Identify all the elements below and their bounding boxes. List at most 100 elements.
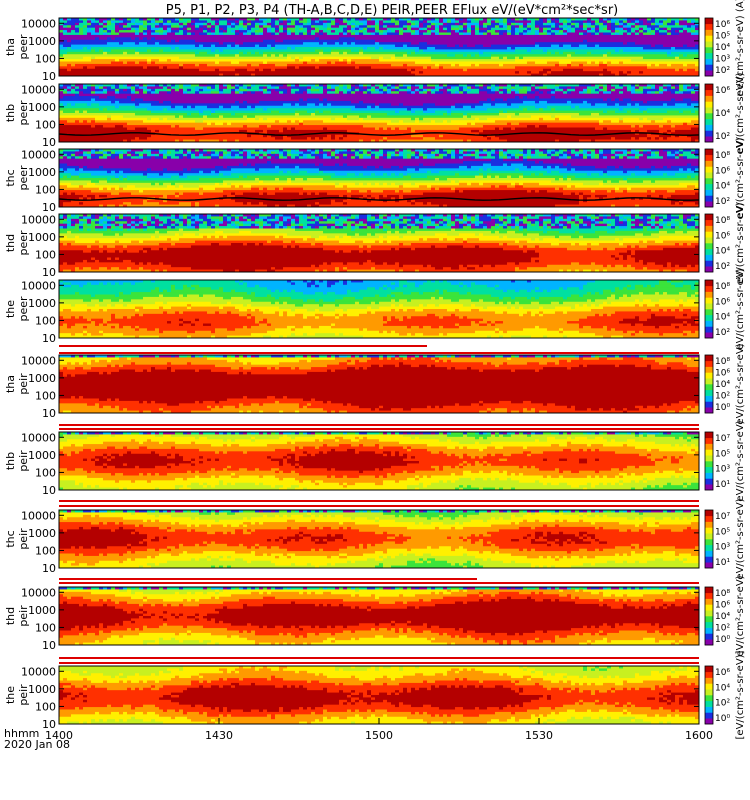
spectrogram-cell (487, 30, 491, 33)
spectrogram-cell (423, 35, 427, 38)
spectrogram-cell (463, 28, 467, 31)
spectrogram-cell (343, 20, 347, 23)
spectrogram-cell (123, 33, 127, 36)
spectrogram-cell (203, 57, 207, 60)
spectrogram-cell (259, 52, 263, 55)
spectrogram-cell (407, 59, 411, 62)
spectrogram-cell (227, 25, 231, 28)
spectrogram-cell (151, 71, 155, 74)
spectrogram-cell (447, 71, 451, 74)
spectrogram-cell (179, 69, 183, 72)
spectrogram-cell (287, 35, 291, 38)
spectrogram-cell (359, 40, 363, 43)
spectrogram-cell (255, 45, 259, 48)
spectrogram-cell (59, 33, 63, 36)
spectrogram-cell (131, 54, 135, 57)
spectrogram-cell (431, 47, 435, 50)
spectrogram-cell (239, 30, 243, 33)
spectrogram-cell (331, 20, 335, 23)
spectrogram-cell (271, 37, 275, 40)
spectrogram-cell (475, 33, 479, 36)
spectrogram-cell (479, 20, 483, 23)
spectrogram-cell (135, 35, 139, 38)
spectrogram-cell (203, 64, 207, 67)
spectrogram-cell (483, 57, 487, 60)
spectrogram-cell (123, 25, 127, 28)
spectrogram-cell (367, 62, 371, 65)
spectrogram-cell (375, 25, 379, 28)
spectrogram-cell (235, 64, 239, 67)
spectrogram-cell (119, 33, 123, 36)
spectrogram-cell (287, 33, 291, 36)
spectrogram-cell (455, 42, 459, 45)
spectrogram-cell (583, 52, 587, 55)
spectrogram-cell (159, 25, 163, 28)
spectrogram-cell (223, 35, 227, 38)
spectrogram-cell (383, 20, 387, 23)
spectrogram-cell (167, 40, 171, 43)
spectrogram-cell (463, 54, 467, 57)
spectrogram-cell (307, 52, 311, 55)
spectrogram-cell (115, 62, 119, 65)
spectrogram-cell (451, 49, 455, 52)
spectrogram-cell (263, 30, 267, 33)
spectrogram-cell (195, 49, 199, 52)
spectrogram-cell (379, 59, 383, 62)
spectrogram-cell (539, 42, 543, 45)
spectrogram-cell (567, 47, 571, 50)
spectrogram-cell (419, 71, 423, 74)
spectrogram-cell (419, 28, 423, 31)
spectrogram-cell (83, 52, 87, 55)
spectrogram-cell (91, 57, 95, 60)
spectrogram-cell (83, 64, 87, 67)
spectrogram-cell (67, 40, 71, 43)
spectrogram-cell (607, 57, 611, 60)
spectrogram-cell (507, 52, 511, 55)
spectrogram-cell (403, 25, 407, 28)
spectrogram-cell (487, 42, 491, 45)
spectrogram-cell (143, 52, 147, 55)
spectrogram-cell (323, 66, 327, 69)
spectrogram-cell (371, 66, 375, 69)
spectrogram-cell (535, 33, 539, 36)
spectrogram-cell (415, 40, 419, 43)
spectrogram-cell (435, 47, 439, 50)
separator-bar-red (59, 352, 699, 354)
spectrogram-cell (107, 33, 111, 36)
spectrogram-cell (359, 33, 363, 36)
spectrogram-cell (103, 20, 107, 23)
spectrogram-cell (363, 71, 367, 74)
spectrogram-cell (407, 54, 411, 57)
spectrogram-cell (315, 62, 319, 65)
spectrogram-cell (495, 45, 499, 48)
spectrogram-cell (587, 37, 591, 40)
spectrogram-cell (591, 23, 595, 26)
spectrogram-cell (427, 30, 431, 33)
spectrogram-cell (275, 28, 279, 31)
spectrogram-cell (495, 64, 499, 67)
spectrogram-cell (167, 23, 171, 26)
spectrogram-cell (71, 52, 75, 55)
spectrogram-cell (483, 69, 487, 72)
spectrogram-cell (319, 47, 323, 50)
spectrogram-cell (575, 64, 579, 67)
spectrogram-cell (67, 28, 71, 31)
spectrogram-cell (583, 64, 587, 67)
spectrogram-cell (155, 35, 159, 38)
spectrogram-cell (95, 30, 99, 33)
spectrogram-cell (339, 64, 343, 67)
spectrogram-cell (519, 57, 523, 60)
spectrogram-cell (435, 69, 439, 72)
spectrogram-cell (111, 52, 115, 55)
spectrogram-cell (543, 45, 547, 48)
spectrogram-cell (483, 49, 487, 52)
spectrogram-cell (375, 42, 379, 45)
spectrogram-cell (399, 40, 403, 43)
spectrogram-cell (215, 25, 219, 28)
spectrogram-cell (491, 45, 495, 48)
spectrogram-cell (187, 25, 191, 28)
spectrogram-cell (443, 37, 447, 40)
spectrogram-cell (299, 30, 303, 33)
spectrogram-cell (295, 54, 299, 57)
spectrogram-cell (495, 52, 499, 55)
